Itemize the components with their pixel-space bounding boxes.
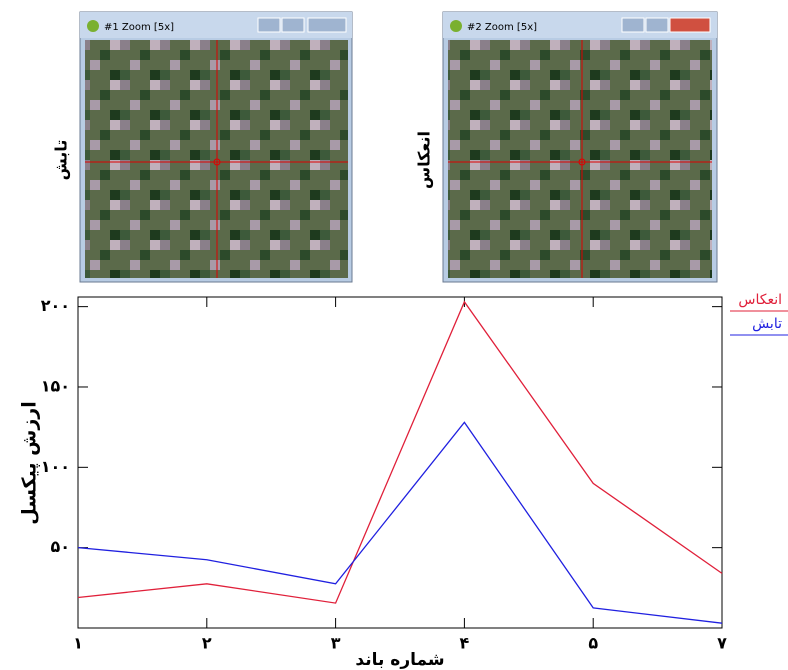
side-label: انعکاس <box>415 131 434 189</box>
app-icon <box>450 20 462 32</box>
y-tick-label: ۱۰۰ <box>41 457 70 476</box>
app-icon <box>87 20 99 32</box>
minimize-button[interactable] <box>257 17 281 33</box>
window-title: #2 Zoom [5x] <box>467 22 537 33</box>
series-line <box>77 300 723 604</box>
minimize-button[interactable] <box>621 17 645 33</box>
close-button[interactable] <box>669 17 711 33</box>
x-tick-label: ۴ <box>460 634 470 653</box>
close-button[interactable] <box>307 17 347 33</box>
side-label: تابش <box>52 140 71 181</box>
zoom-image <box>448 40 712 278</box>
legend-label: تابش <box>752 316 782 332</box>
x-axis-label: شماره باند <box>355 650 444 670</box>
x-tick-label: ۳ <box>331 634 341 653</box>
y-tick-label: ۲۰۰ <box>41 296 70 315</box>
crosshair <box>578 158 586 166</box>
x-tick-label: ۵ <box>588 634 598 653</box>
crosshair <box>213 158 221 166</box>
window-title: #1 Zoom [5x] <box>104 22 174 33</box>
plot-frame <box>77 296 723 629</box>
y-axis-label: ارزش پیکسل <box>19 401 41 524</box>
legend-label: انعکاس <box>738 292 782 308</box>
maximize-button[interactable] <box>645 17 669 33</box>
y-tick-label: ۵۰ <box>50 537 70 556</box>
x-tick-label: ۷ <box>717 634 727 653</box>
series-line <box>77 421 723 624</box>
zoom-window: #1 Zoom [5x] <box>79 11 353 283</box>
x-tick-label: ۲ <box>202 634 212 653</box>
x-tick-label: ۱ <box>73 634 83 653</box>
y-tick-label: ۱۵۰ <box>41 376 70 395</box>
zoom-window: #2 Zoom [5x] <box>442 11 718 283</box>
maximize-button[interactable] <box>281 17 305 33</box>
